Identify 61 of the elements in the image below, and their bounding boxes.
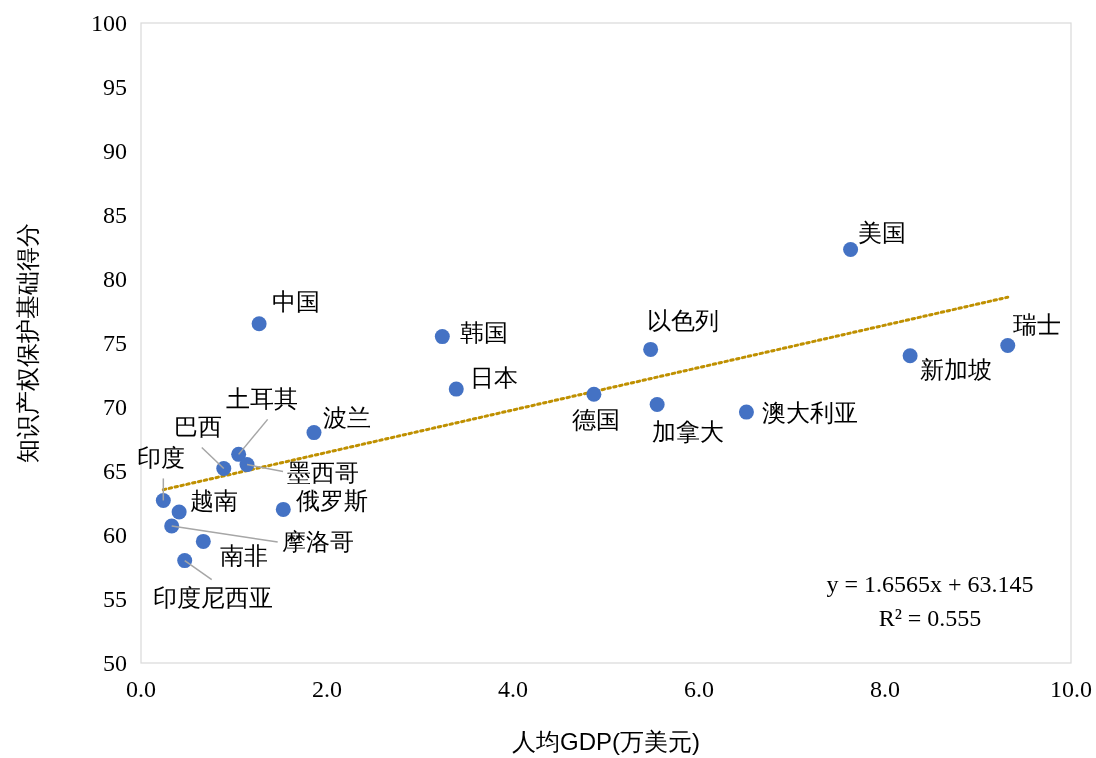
point	[216, 460, 232, 476]
point	[155, 492, 171, 508]
point	[231, 446, 247, 462]
annotation: 韩国	[460, 319, 509, 346]
annotation: 墨西哥	[287, 459, 360, 486]
point	[177, 553, 193, 569]
annotation: 加拿大	[652, 419, 725, 446]
annotation: 德国	[571, 407, 620, 434]
x-tick-label: 4.0	[498, 676, 528, 702]
point	[195, 533, 211, 549]
point	[738, 404, 754, 420]
x-tick-label: 0.0	[126, 676, 156, 702]
y-tick-label: 95	[103, 74, 127, 100]
annotation: 越南	[190, 487, 239, 514]
y-axis-title: 知识产权保护基础得分	[15, 223, 41, 463]
annotation: R² = 0.555	[878, 605, 982, 631]
y-tick-label: 50	[103, 650, 127, 676]
annotation: 土耳其	[225, 386, 298, 413]
annotation: 以色列	[646, 308, 719, 335]
point	[434, 329, 450, 345]
annotation: 中国	[272, 288, 321, 315]
annotation: 巴西	[173, 414, 222, 441]
annotation: 波兰	[322, 404, 371, 431]
annotation: 美国	[857, 219, 906, 246]
annotation: 新加坡	[920, 356, 993, 383]
y-tick-label: 85	[103, 202, 127, 228]
point	[902, 348, 918, 364]
point	[275, 501, 291, 517]
y-tick-label: 90	[103, 138, 127, 164]
y-tick-label: 60	[103, 522, 127, 548]
annotation: 澳大利亚	[762, 400, 859, 427]
y-tick-label: 75	[103, 330, 127, 356]
y-tick-label: 65	[103, 458, 127, 484]
point	[1000, 338, 1016, 354]
point	[643, 341, 659, 357]
point	[164, 518, 180, 534]
annotation: 摩洛哥	[281, 529, 354, 556]
point	[306, 425, 322, 441]
point	[239, 457, 255, 473]
point	[843, 242, 859, 258]
x-tick-label: 10.0	[1050, 676, 1092, 702]
x-tick-label: 2.0	[312, 676, 342, 702]
point	[586, 386, 602, 402]
point	[448, 381, 464, 397]
y-tick-label: 100	[91, 10, 127, 36]
annotation: 俄罗斯	[296, 488, 369, 515]
annotation: 印度	[137, 445, 186, 472]
point	[649, 396, 665, 412]
annotation: 南非	[220, 543, 269, 570]
annotation: 瑞士	[1012, 311, 1061, 338]
x-tick-label: 8.0	[870, 676, 900, 702]
point	[171, 504, 187, 520]
point	[251, 316, 267, 332]
y-tick-label: 70	[103, 394, 127, 420]
y-tick-label: 80	[103, 266, 127, 292]
y-tick-label: 55	[103, 586, 127, 612]
annotation: 日本	[470, 365, 519, 392]
x-axis-title: 人均GDP(万美元)	[512, 728, 700, 755]
annotation: y = 1.6565x + 63.145	[826, 571, 1034, 597]
x-tick-label: 6.0	[684, 676, 714, 702]
annotation: 印度尼西亚	[152, 584, 273, 611]
